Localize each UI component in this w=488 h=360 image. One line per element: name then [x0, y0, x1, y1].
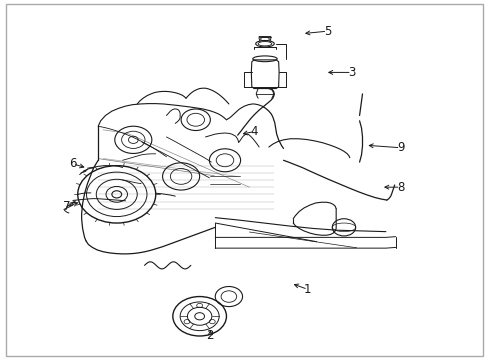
Text: 2: 2: [206, 329, 214, 342]
Text: 3: 3: [347, 66, 355, 79]
Text: 6: 6: [69, 157, 77, 170]
Text: 4: 4: [250, 125, 258, 138]
Text: 1: 1: [304, 283, 311, 296]
Text: 5: 5: [323, 25, 330, 38]
Text: 7: 7: [62, 201, 70, 213]
Text: 9: 9: [396, 141, 404, 154]
Text: 8: 8: [396, 181, 404, 194]
